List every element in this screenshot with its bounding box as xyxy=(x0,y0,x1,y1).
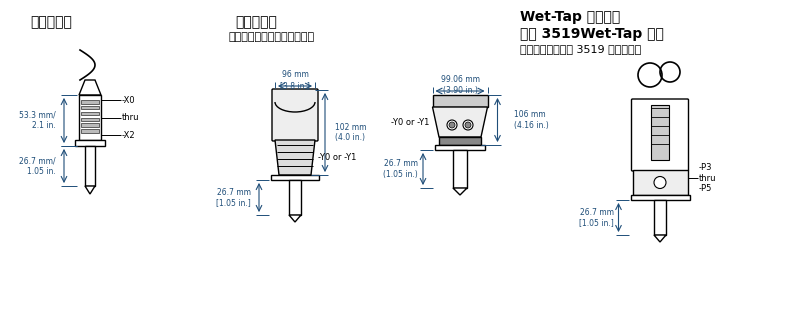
Polygon shape xyxy=(275,140,315,175)
Bar xyxy=(79,95,101,140)
Text: -Y0 or -Y1: -Y0 or -Y1 xyxy=(391,117,430,126)
Text: （更多信息请参考 3519 产品页面）: （更多信息请参考 3519 产品页面） xyxy=(520,44,642,54)
Text: 53.3 mm/
2.1 in.: 53.3 mm/ 2.1 in. xyxy=(19,111,56,130)
Bar xyxy=(81,100,99,103)
Text: 106 mm
(4.16 in.): 106 mm (4.16 in.) xyxy=(514,110,548,130)
Text: 带有 3519Wet-Tap 阀门: 带有 3519Wet-Tap 阀门 xyxy=(520,27,664,41)
Polygon shape xyxy=(453,188,467,195)
Polygon shape xyxy=(433,107,487,137)
Text: （图示的变送器需单独购买）: （图示的变送器需单独购买） xyxy=(228,32,314,42)
Bar xyxy=(81,106,99,109)
Bar xyxy=(75,140,105,146)
Circle shape xyxy=(465,122,471,128)
Text: 26.7 mm
(1.05 in.): 26.7 mm (1.05 in.) xyxy=(383,159,418,179)
Text: 26.7 mm
[1.05 in.]: 26.7 mm [1.05 in.] xyxy=(216,188,251,207)
Polygon shape xyxy=(85,186,95,194)
Bar xyxy=(633,170,687,195)
Text: -Y0 or -Y1: -Y0 or -Y1 xyxy=(318,153,356,162)
Bar xyxy=(630,195,690,200)
Polygon shape xyxy=(79,80,101,95)
Text: Wet-Tap 型传感器: Wet-Tap 型传感器 xyxy=(520,10,620,24)
Text: 标准型安装: 标准型安装 xyxy=(30,15,72,29)
Bar xyxy=(271,175,319,180)
Text: 99.06 mm
(3.90 in.): 99.06 mm (3.90 in.) xyxy=(441,75,479,95)
Text: 102 mm
(4.0 in.): 102 mm (4.0 in.) xyxy=(335,123,366,142)
Circle shape xyxy=(449,122,455,128)
Bar xyxy=(81,117,99,121)
Bar xyxy=(453,150,467,188)
Text: 26.7 mm
[1.05 in.]: 26.7 mm [1.05 in.] xyxy=(578,208,614,227)
Text: 一体式安装: 一体式安装 xyxy=(235,15,277,29)
Polygon shape xyxy=(289,215,301,222)
Text: -X2: -X2 xyxy=(122,131,136,140)
Bar xyxy=(435,145,485,150)
Bar xyxy=(439,137,481,145)
Bar xyxy=(81,129,99,133)
Circle shape xyxy=(447,120,457,130)
Polygon shape xyxy=(654,235,666,242)
FancyBboxPatch shape xyxy=(272,89,318,141)
Bar xyxy=(81,112,99,115)
Text: -X0: -X0 xyxy=(122,95,136,105)
Bar xyxy=(433,95,487,107)
Bar xyxy=(651,105,669,160)
Circle shape xyxy=(654,177,666,188)
Text: 96 mm
[3.8 in.]: 96 mm [3.8 in.] xyxy=(280,70,310,90)
Bar xyxy=(81,123,99,127)
Circle shape xyxy=(463,120,473,130)
Bar xyxy=(85,146,95,186)
Text: 26.7 mm/
1.05 in.: 26.7 mm/ 1.05 in. xyxy=(19,156,56,176)
FancyBboxPatch shape xyxy=(631,99,689,171)
Text: thru: thru xyxy=(122,113,139,122)
Bar xyxy=(654,200,666,235)
Text: -P3
thru
-P5: -P3 thru -P5 xyxy=(698,164,716,193)
Bar xyxy=(289,180,301,215)
